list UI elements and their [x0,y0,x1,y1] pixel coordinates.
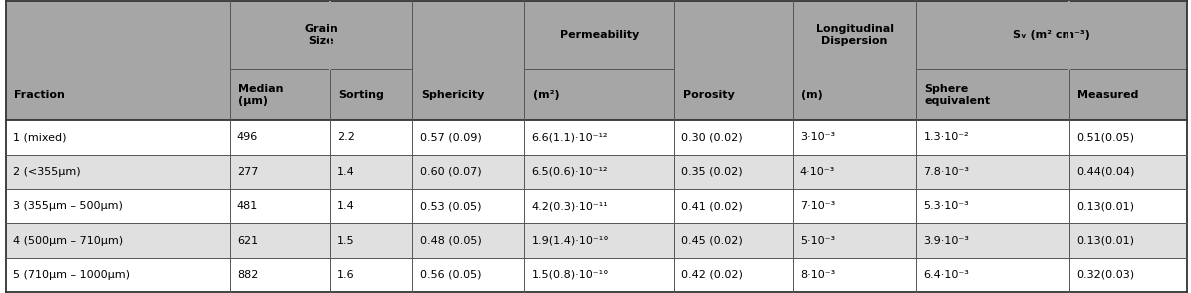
Text: Median
(μm): Median (μm) [238,84,283,106]
Bar [6,69,1187,120]
Text: 0.60 (0.07): 0.60 (0.07) [419,167,481,177]
Bar [329,1,331,70]
Text: 0.44(0.04): 0.44(0.04) [1077,167,1135,177]
Text: 0.32(0.03): 0.32(0.03) [1077,270,1134,280]
Text: 1.4: 1.4 [337,167,355,177]
Text: 3.9·10⁻³: 3.9·10⁻³ [923,236,969,246]
Text: 7·10⁻³: 7·10⁻³ [800,201,835,211]
Text: (m): (m) [802,90,823,100]
Bar [6,155,1187,189]
Text: Measured: Measured [1078,90,1139,100]
Text: 4 (500μm – 710μm): 4 (500μm – 710μm) [13,236,123,246]
Text: 4.2(0.3)·10⁻¹¹: 4.2(0.3)·10⁻¹¹ [531,201,609,211]
Text: 1.4: 1.4 [337,201,355,211]
Text: 0.35 (0.02): 0.35 (0.02) [681,167,743,177]
Text: 0.42 (0.02): 0.42 (0.02) [681,270,743,280]
Text: 3·10⁻³: 3·10⁻³ [800,132,835,142]
Text: 6.6(1.1)·10⁻¹²: 6.6(1.1)·10⁻¹² [531,132,607,142]
Text: 0.41 (0.02): 0.41 (0.02) [681,201,743,211]
Text: Grain
Size: Grain Size [304,24,338,46]
Text: 1 (mixed): 1 (mixed) [13,132,67,142]
Text: 7.8·10⁻³: 7.8·10⁻³ [923,167,969,177]
Text: 0.45 (0.02): 0.45 (0.02) [681,236,743,246]
Text: 496: 496 [237,132,258,142]
Text: 0.30 (0.02): 0.30 (0.02) [681,132,743,142]
Text: Permeability: Permeability [560,30,638,40]
Text: 2 (<355μm): 2 (<355μm) [13,167,81,177]
Text: Sphericity: Sphericity [420,90,485,100]
Text: 0.57 (0.09): 0.57 (0.09) [419,132,481,142]
Text: 6.4·10⁻³: 6.4·10⁻³ [923,270,969,280]
Text: 621: 621 [237,236,258,246]
Text: 4·10⁻³: 4·10⁻³ [800,167,835,177]
Bar [6,258,1187,292]
Text: 1.3·10⁻²: 1.3·10⁻² [923,132,969,142]
Text: Fraction: Fraction [14,90,66,100]
Text: 0.48 (0.05): 0.48 (0.05) [419,236,481,246]
Text: 5.3·10⁻³: 5.3·10⁻³ [923,201,969,211]
Text: Porosity: Porosity [682,90,735,100]
Text: (m²): (m²) [532,90,560,100]
Text: 277: 277 [237,167,258,177]
Text: 0.13(0.01): 0.13(0.01) [1077,236,1134,246]
Text: 1.5(0.8)·10⁻¹°: 1.5(0.8)·10⁻¹° [531,270,609,280]
Text: Sorting: Sorting [338,90,384,100]
Text: Sᵥ (m² cm⁻³): Sᵥ (m² cm⁻³) [1014,30,1090,40]
Bar [6,189,1187,223]
Text: Sphere
equivalent: Sphere equivalent [924,84,991,106]
Bar [6,1,1187,69]
Text: 0.51(0.05): 0.51(0.05) [1077,132,1134,142]
Text: 1.5: 1.5 [337,236,355,246]
Text: 1.9(1.4)·10⁻¹°: 1.9(1.4)·10⁻¹° [531,236,610,246]
Bar [1068,1,1070,70]
Bar [6,120,1187,155]
Text: 8·10⁻³: 8·10⁻³ [800,270,835,280]
Text: 3 (355μm – 500μm): 3 (355μm – 500μm) [13,201,123,211]
Text: 0.53 (0.05): 0.53 (0.05) [419,201,481,211]
Text: 5·10⁻³: 5·10⁻³ [800,236,835,246]
Text: 5 (710μm – 1000μm): 5 (710μm – 1000μm) [13,270,130,280]
Text: 6.5(0.6)·10⁻¹²: 6.5(0.6)·10⁻¹² [531,167,607,177]
Text: 882: 882 [237,270,258,280]
Text: 0.56 (0.05): 0.56 (0.05) [419,270,481,280]
Text: Longitudinal
Dispersion: Longitudinal Dispersion [816,24,893,46]
Text: 481: 481 [237,201,258,211]
Bar [6,223,1187,258]
Text: 2.2: 2.2 [337,132,355,142]
Text: 0.13(0.01): 0.13(0.01) [1077,201,1134,211]
Text: 1.6: 1.6 [337,270,355,280]
